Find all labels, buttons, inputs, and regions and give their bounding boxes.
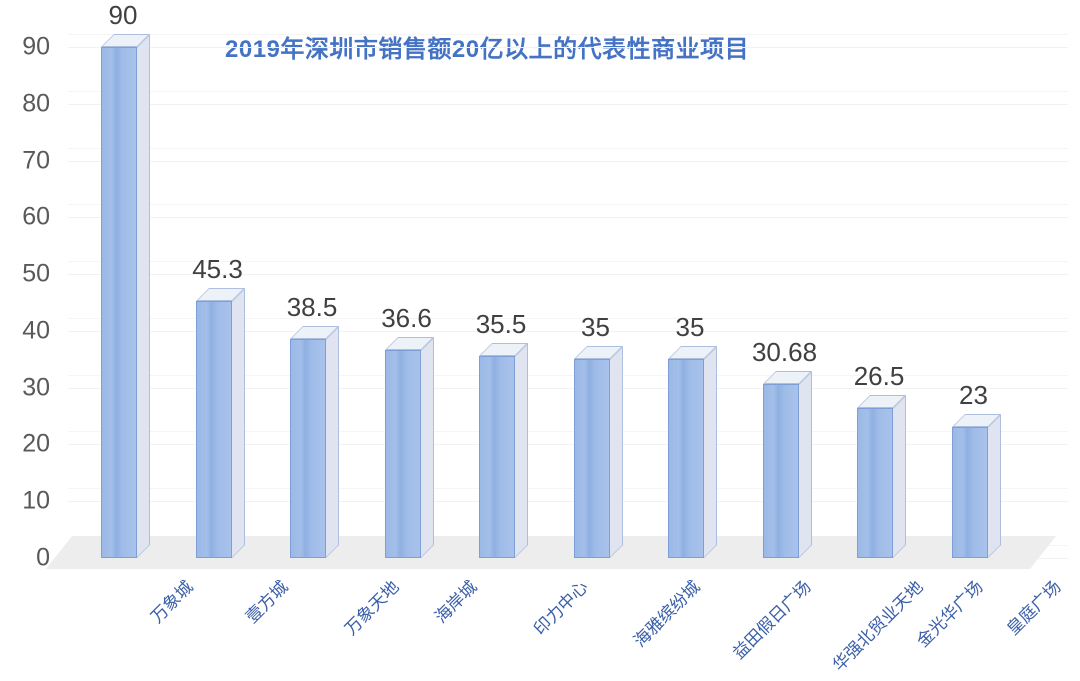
bar-front-face [762, 383, 799, 558]
bar-column[interactable] [101, 34, 150, 558]
x-axis-tick-label: 壹方城 [241, 577, 292, 627]
gridline-back [68, 34, 1068, 35]
y-axis: 0 10 20 30 40 50 60 70 80 90 [0, 0, 64, 681]
bar-column[interactable] [573, 346, 623, 558]
gridline [68, 47, 1068, 48]
bar-front-face [290, 339, 326, 558]
gridline [68, 444, 1068, 446]
x-axis-tick-label: 万象城 [147, 577, 197, 627]
gridline-back [68, 204, 1068, 206]
gridline [68, 160, 1068, 162]
gridline [68, 387, 1068, 389]
bar-front-face [195, 300, 232, 558]
bar-front-face [857, 407, 893, 558]
gridline-back [68, 317, 1068, 319]
bar-value-label: 36.6 [381, 303, 432, 334]
gridline-back [68, 374, 1068, 376]
bar-column[interactable] [195, 287, 245, 558]
y-axis-tick-label: 0 [36, 543, 50, 572]
x-axis-tick-label: 印力中心 [530, 577, 592, 639]
gridline-back [68, 147, 1068, 149]
bar-value-label: 23 [959, 380, 988, 411]
y-axis-tick-label: 80 [22, 89, 50, 118]
y-axis-tick-label: 70 [22, 146, 50, 175]
bar-column[interactable] [857, 394, 906, 558]
x-axis-tick-label: 万象天地 [341, 577, 403, 639]
x-axis-tick-label: 海岸城 [430, 577, 481, 627]
y-axis-tick-label: 40 [22, 316, 50, 345]
bar-value-label: 30.68 [751, 336, 818, 367]
gridline-back [68, 488, 1068, 490]
x-axis-tick-label: 益田假日广场 [729, 577, 815, 663]
chart-title: 2019年深圳市销售额20亿以上的代表性商业项目 [225, 36, 750, 63]
bar-value-label: 35.5 [475, 309, 527, 340]
bar-front-face [668, 359, 704, 558]
y-axis-tick-label: 10 [22, 486, 50, 515]
bar-value-label: 26.5 [853, 360, 905, 391]
bar-value-label: 38.5 [286, 292, 338, 323]
bar-value-label: 35 [675, 312, 705, 343]
x-axis-tick-label: 海雅缤纷城 [629, 577, 704, 651]
bar-value-label: 90 [108, 0, 138, 30]
gridline [68, 103, 1068, 105]
gridline-back [68, 90, 1068, 92]
gridline [68, 217, 1068, 219]
bar-column[interactable] [668, 346, 717, 558]
bar-front-face [479, 356, 515, 558]
gridline [68, 501, 1068, 503]
y-axis-tick-label: 20 [22, 429, 50, 458]
bar-front-face [951, 427, 988, 558]
bar-column[interactable] [762, 370, 812, 558]
y-axis-tick-label: 50 [22, 259, 50, 288]
y-axis-tick-label: 90 [22, 32, 50, 61]
y-axis-tick-label: 30 [22, 373, 50, 402]
gridline-back [68, 431, 1068, 433]
bar-front-face [573, 359, 610, 558]
bar-column[interactable] [951, 414, 1001, 558]
gridline [68, 274, 1068, 276]
bar-column[interactable] [479, 343, 528, 558]
gridline [68, 330, 1068, 332]
gridline-back [68, 261, 1068, 263]
x-axis-tick-label: 华强北贸业天地 [828, 577, 927, 675]
bar-column[interactable] [384, 337, 434, 558]
y-axis-tick-label: 60 [22, 202, 50, 231]
bar-column[interactable] [290, 326, 339, 558]
bar-value-label: 45.3 [192, 253, 243, 284]
x-axis-tick-label: 皇庭广场 [1002, 577, 1065, 639]
bar-value-label: 35 [581, 312, 610, 343]
bar-front-face [101, 47, 137, 558]
bar-front-face [384, 350, 421, 558]
